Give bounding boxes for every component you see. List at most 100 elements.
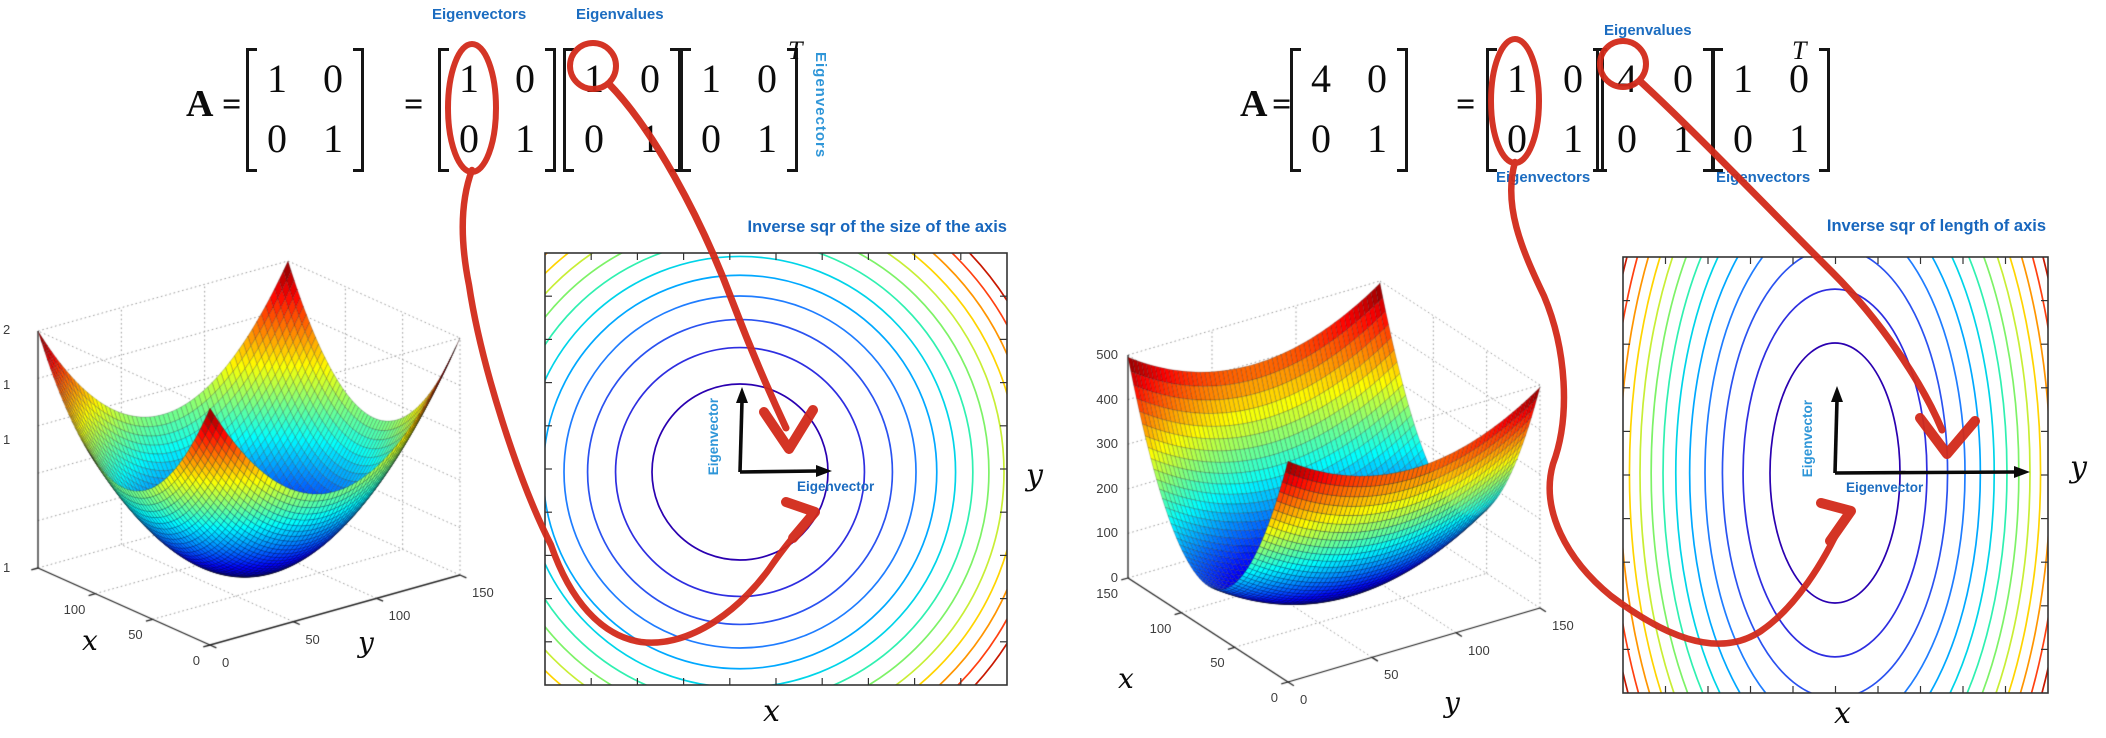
- bracket-left: [1712, 48, 1723, 172]
- equals-sign: =: [222, 86, 242, 123]
- left-surface-y-axis-label: y: [358, 626, 374, 659]
- matrix-cell: 1: [1789, 116, 1809, 161]
- matrix-cell: 0: [701, 116, 721, 161]
- axis-tick-label: 400: [1096, 391, 1118, 407]
- left-contour-y-axis-label: y: [1026, 458, 1043, 493]
- eigenvalues-label-right: Eigenvalues: [1604, 22, 1692, 39]
- axis-tick-label: 100: [63, 601, 86, 617]
- matrix-cell: 4: [1311, 56, 1331, 101]
- right-contour-title: Inverse sqr of length of axis: [1826, 217, 2046, 235]
- axis-tick-label: 100: [1149, 620, 1172, 636]
- matrix-cell: 0: [640, 56, 660, 101]
- axis-tick-label: 50: [305, 631, 320, 647]
- equals-sign: =: [404, 86, 424, 123]
- bracket-left: [246, 48, 257, 172]
- axis-tick-label: 200: [1096, 480, 1118, 496]
- axis-tick-label: 500: [1096, 347, 1118, 362]
- eigenvalues-label-left: Eigenvalues: [576, 6, 664, 23]
- eigenvectors-rotated-label-left: Eigenvectors: [812, 52, 829, 159]
- right-eigenvector-label-vertical: Eigenvector: [1800, 400, 1815, 478]
- matrix-cell: 1: [267, 56, 287, 101]
- matrix-cell: 1: [323, 116, 343, 161]
- matrix-cell: 1: [757, 116, 777, 161]
- eigenvectors-label-left: Eigenvectors: [432, 6, 527, 23]
- axis-tick-label: 100: [1096, 525, 1118, 541]
- matrix-cell: 0: [1617, 116, 1637, 161]
- axis-tick-label: 0: [1110, 570, 1118, 585]
- matrix-a-right: 4 0 0 1: [1290, 48, 1408, 172]
- matrix-cell: 0: [1311, 116, 1331, 161]
- axis-tick-label: 50: [128, 627, 143, 643]
- matrix-cell: 0: [267, 116, 287, 161]
- matrix-cell: 1: [459, 56, 479, 101]
- bracket-right: [1397, 48, 1408, 172]
- equals-sign: =: [1456, 86, 1476, 123]
- axis-tick-label: 0: [1270, 690, 1278, 705]
- matrix-cell: 0: [757, 56, 777, 101]
- transpose-superscript: T: [788, 36, 803, 65]
- bracket-left: [1290, 48, 1301, 172]
- axis-tick-label: 150: [1552, 618, 1574, 633]
- axis-tick-label: 1: [3, 560, 11, 575]
- left-contour-x-axis-label: x: [763, 694, 780, 729]
- matrix-cell: 1: [584, 56, 604, 101]
- bracket-right: [1819, 48, 1830, 172]
- axis-tick-label: 150: [472, 585, 494, 600]
- matrix-cell: 0: [1563, 56, 1583, 101]
- matrix-cell: 0: [584, 116, 604, 161]
- eigenvalue-matrix-right: 4 0 0 1: [1596, 48, 1714, 172]
- axis-tick-label: 1: [3, 432, 11, 447]
- transpose-superscript: T: [1792, 36, 1807, 65]
- left-contour-title: Inverse sqr of the size of the axis: [747, 218, 1007, 236]
- matrix-symbol-A-left: A: [186, 83, 214, 125]
- left-surface-x-axis-label: x: [82, 624, 98, 657]
- bracket-left: [1486, 48, 1497, 172]
- matrix-symbol-A-right: A: [1240, 83, 1268, 125]
- eigenvector-transpose-matrix-left: 1 0 0 1: [680, 48, 798, 172]
- matrix-cell: 4: [1617, 56, 1637, 101]
- right-contour-axis-ticks: [1623, 257, 2048, 693]
- axis-tick-label: 0: [1300, 692, 1308, 707]
- matrix-cell: 0: [459, 116, 479, 161]
- right-surface-x-axis-label: x: [1118, 662, 1134, 695]
- matrix-cell: 0: [1367, 56, 1387, 101]
- axis-tick-label: 1: [3, 377, 11, 392]
- matrix-cell: 0: [323, 56, 343, 101]
- left-eigenvector-label-horizontal: Eigenvector: [797, 479, 875, 494]
- right-contour-frame: [1622, 256, 2049, 694]
- eigenvectors-label-below-first: Eigenvectors: [1496, 169, 1591, 186]
- bracket-left: [563, 48, 574, 172]
- matrix-cell: 0: [1673, 56, 1693, 101]
- matrix-cell: 1: [515, 116, 535, 161]
- matrix-cell: 1: [701, 56, 721, 101]
- matrix-cell: 1: [1673, 116, 1693, 161]
- bracket-right: [545, 48, 556, 172]
- matrix-cell: 1: [640, 116, 660, 161]
- contour-level: [545, 253, 974, 685]
- matrix-cell: 1: [1367, 116, 1387, 161]
- eigenvector-transpose-matrix-right: 1 0 0 1: [1712, 48, 1830, 172]
- matrix-cell: 1: [1733, 56, 1753, 101]
- axis-tick-label: 0: [222, 655, 230, 670]
- axis-tick-label: 2: [3, 322, 11, 337]
- eigenvector-matrix-right: 1 0 0 1: [1486, 48, 1604, 172]
- right-eigenvector-label-horizontal: Eigenvector: [1846, 480, 1924, 495]
- axis-tick-label: 50: [1210, 655, 1225, 671]
- eigenvector-matrix-left: 1 0 0 1: [438, 48, 556, 172]
- axis-tick-label: 100: [1468, 642, 1490, 658]
- matrix-cell: 0: [1733, 116, 1753, 161]
- bracket-left: [1596, 48, 1607, 172]
- contour-level: [545, 253, 1005, 685]
- matrix-cell: 0: [1507, 116, 1527, 161]
- matrix-a-left: 1 0 0 1: [246, 48, 364, 172]
- axis-tick-label: 50: [1384, 667, 1399, 683]
- axis-tick-label: 150: [1096, 586, 1118, 601]
- left-eigenvector-label-vertical: Eigenvector: [706, 398, 721, 476]
- matrix-cell: 0: [515, 56, 535, 101]
- eigenvectors-label-below-second: Eigenvectors: [1716, 169, 1811, 186]
- axis-tick-label: 300: [1096, 436, 1118, 452]
- matrix-cell: 1: [1507, 56, 1527, 101]
- contour-level: [545, 253, 990, 685]
- right-contour-y-axis-label: y: [2070, 450, 2087, 485]
- eigenvalue-matrix-left: 1 0 0 1: [563, 48, 681, 172]
